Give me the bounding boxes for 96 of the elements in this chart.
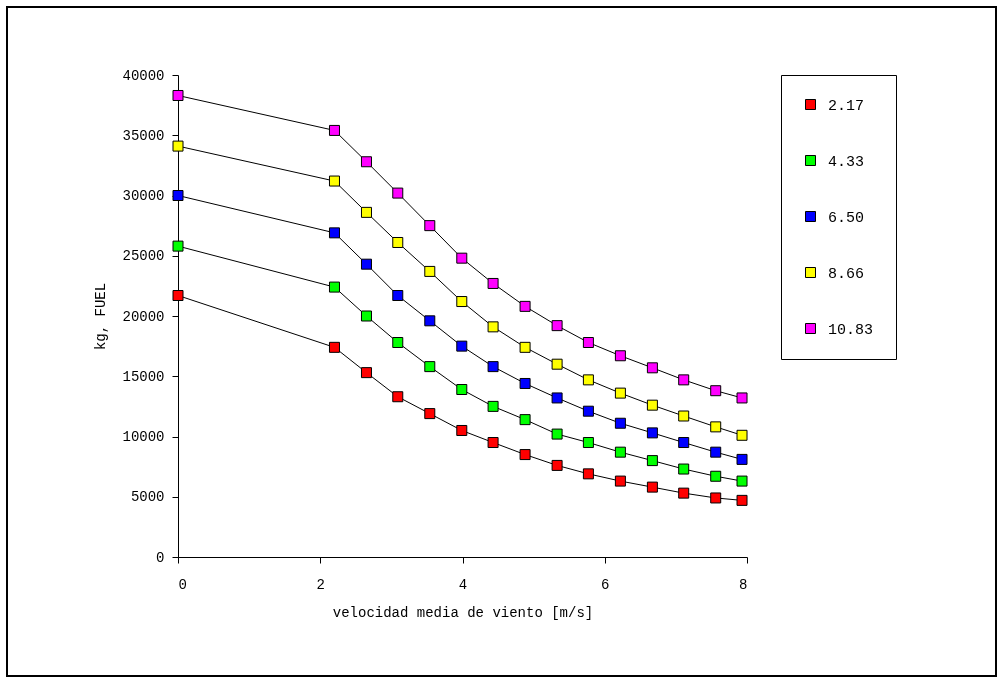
point [582,405,594,417]
point [678,410,690,422]
point [646,362,658,374]
legend-label: 4.33 [828,153,865,171]
point [487,361,499,373]
point [582,437,594,449]
point [678,374,690,386]
point [614,387,626,399]
point [646,399,658,411]
point [614,350,626,362]
x-tick-label: 2 [316,576,325,593]
point [678,487,690,499]
point [172,89,184,101]
point [328,175,340,187]
point [360,156,372,168]
y-tick-label: 15000 [122,368,165,385]
point [172,290,184,302]
point [172,140,184,152]
point [360,258,372,270]
point [710,470,722,482]
point [646,455,658,467]
point [328,227,340,239]
point [678,463,690,475]
point [551,392,563,404]
legend-label: 6.50 [828,209,865,227]
y-tick-label: 10000 [122,429,165,445]
point [360,310,372,322]
y-tick-label: 5000 [130,489,165,506]
point [487,321,499,333]
point [582,374,594,386]
point [614,417,626,429]
point [456,384,468,396]
point [736,453,748,465]
point [710,385,722,397]
x-tick-label: 8 [739,576,748,593]
point [519,449,531,461]
point [172,190,184,201]
legend-label: 2.17 [828,97,865,115]
point [551,358,563,370]
x-tick-label: 0 [178,576,187,593]
point [736,475,748,487]
point [710,492,722,504]
y-tick-label: 20000 [122,308,165,325]
y-tick-label: 35000 [122,127,165,144]
x-tick-label: 6 [601,576,610,593]
point [678,437,690,449]
point [487,400,499,412]
point [519,300,531,312]
point [614,446,626,458]
point [328,281,340,293]
y-tick-label: 30000 [122,188,165,204]
point [360,367,372,379]
point [487,437,499,449]
point [392,337,404,349]
point [424,315,436,327]
point [487,277,499,289]
point [392,290,404,302]
point [456,340,468,352]
point [551,459,563,471]
point [392,236,404,248]
point [551,428,563,440]
point [424,220,436,232]
y-tick-label: 40000 [122,67,165,84]
y-tick-label: 25000 [122,248,165,265]
point [736,392,748,404]
point [646,427,658,439]
point [710,421,722,433]
point [582,468,594,480]
x-tick-label: 4 [458,576,468,593]
point [328,124,340,136]
legend-label: 10.83 [828,321,874,339]
point [551,320,563,332]
point [519,341,531,353]
x-axis-title: velocidad media de viento [m/s] [332,604,594,621]
point [710,446,722,458]
point [424,361,436,373]
point [736,494,748,506]
point [582,337,594,349]
point [736,429,748,441]
point [392,391,404,403]
point [360,206,372,218]
point [424,408,436,420]
point [646,481,658,493]
point [456,296,468,308]
point [614,475,626,487]
point [519,414,531,426]
y-axis-title: kg, FUEL [93,282,110,351]
point [456,252,468,264]
legend-label: 8.66 [828,265,865,283]
y-tick-label: 0 [156,549,165,566]
point [424,265,436,277]
point [328,341,340,353]
point [456,424,468,436]
point [172,240,184,252]
point [392,187,404,199]
point [519,377,531,389]
